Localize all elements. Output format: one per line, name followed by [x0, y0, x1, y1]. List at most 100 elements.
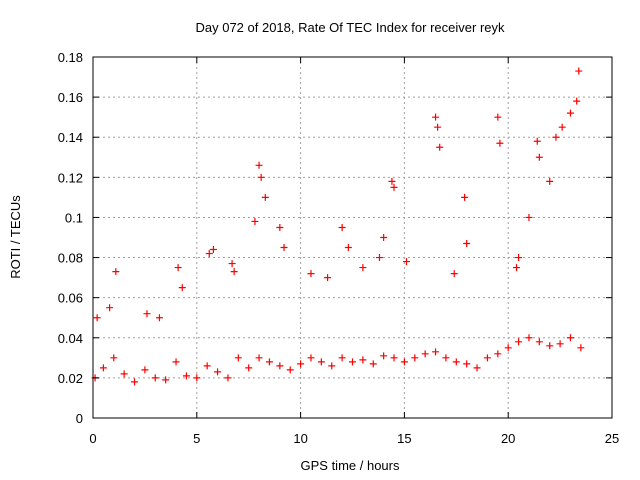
data-point [552, 133, 560, 141]
data-point [110, 354, 118, 362]
data-point [442, 354, 450, 362]
data-point [359, 356, 367, 364]
data-point [214, 368, 222, 376]
data-point [172, 358, 180, 366]
data-point [143, 310, 151, 318]
data-point [402, 258, 410, 266]
data-point [525, 213, 533, 221]
data-point [286, 366, 294, 374]
y-tick-label: 0.1 [65, 210, 83, 225]
gridlines [93, 57, 612, 418]
data-point [380, 352, 388, 360]
data-point [255, 354, 263, 362]
data-point [203, 362, 211, 370]
data-point [178, 284, 186, 292]
data-point [525, 334, 533, 342]
x-tick-label: 10 [293, 431, 307, 446]
x-tick-label: 15 [397, 431, 411, 446]
data-point [338, 223, 346, 231]
y-tick-label: 0 [76, 411, 83, 426]
data-point [436, 143, 444, 151]
data-point [515, 254, 523, 262]
data-point [276, 362, 284, 370]
y-tick-label: 0.08 [58, 251, 83, 266]
data-point [390, 354, 398, 362]
data-point [566, 109, 574, 117]
data-point [573, 97, 581, 105]
y-tick-label: 0.02 [58, 371, 83, 386]
data-point [324, 274, 332, 282]
data-point [411, 354, 419, 362]
data-point [205, 250, 213, 258]
data-point [558, 123, 566, 131]
data-point [483, 354, 491, 362]
data-point [297, 360, 305, 368]
data-point [504, 344, 512, 352]
data-point [193, 374, 201, 382]
data-point [566, 334, 574, 342]
data-point [575, 67, 583, 75]
x-axis-label: GPS time / hours [301, 458, 400, 473]
data-point [494, 350, 502, 358]
data-point [463, 240, 471, 248]
data-point [380, 234, 388, 241]
y-axis-label: ROTI / TECUs [8, 195, 23, 279]
data-point [473, 364, 481, 372]
data-point [344, 244, 352, 252]
y-tick-label: 0.04 [58, 331, 83, 346]
x-tick-label: 5 [193, 431, 200, 446]
data-point [432, 348, 440, 356]
data-point [400, 358, 408, 366]
plot-frame [92, 56, 613, 419]
data-point [182, 372, 190, 380]
data-point [174, 264, 182, 272]
data-point [349, 358, 356, 366]
data-point [120, 370, 128, 378]
data-point [533, 137, 541, 145]
data-point [251, 217, 259, 225]
data-point [162, 376, 170, 384]
tick-labels: 0 0.02 0.04 0.06 0.08 0.1 0.12 0.14 0.16 0.18 0 5 10… [58, 50, 620, 446]
x-tick-label: 20 [501, 431, 515, 446]
data-point [452, 358, 460, 366]
data-point [390, 183, 398, 191]
data-point [328, 362, 336, 370]
data-point [434, 123, 442, 131]
data-point [276, 223, 284, 231]
data-point [556, 340, 564, 348]
y-tick-label: 0.12 [58, 170, 83, 185]
y-tick-label: 0.14 [58, 130, 83, 145]
data-point [112, 268, 120, 276]
data-point [338, 354, 346, 362]
data-point [224, 374, 232, 382]
data-point [261, 193, 269, 201]
data-point [280, 244, 288, 252]
data-point [93, 314, 101, 322]
data-point [99, 364, 107, 372]
data-point [234, 354, 242, 362]
data-point [369, 360, 377, 368]
data-point [307, 270, 315, 278]
data-point [546, 177, 554, 185]
data-point [496, 139, 504, 147]
data-point [461, 193, 469, 201]
data-point [388, 177, 396, 185]
data-point [513, 264, 521, 272]
data-point [141, 366, 149, 374]
y-tick-label: 0.18 [58, 50, 83, 65]
data-point [131, 378, 139, 386]
data-points [91, 67, 585, 386]
x-tick-label: 0 [89, 431, 96, 446]
data-point [535, 153, 543, 161]
data-point [228, 260, 236, 268]
data-point [255, 161, 263, 169]
data-point [359, 264, 367, 272]
data-point [209, 246, 217, 254]
data-point [151, 374, 159, 382]
y-tick-label: 0.16 [58, 90, 83, 105]
data-point [106, 304, 114, 312]
data-point [155, 314, 163, 322]
data-point [265, 358, 273, 366]
data-point [307, 354, 315, 362]
